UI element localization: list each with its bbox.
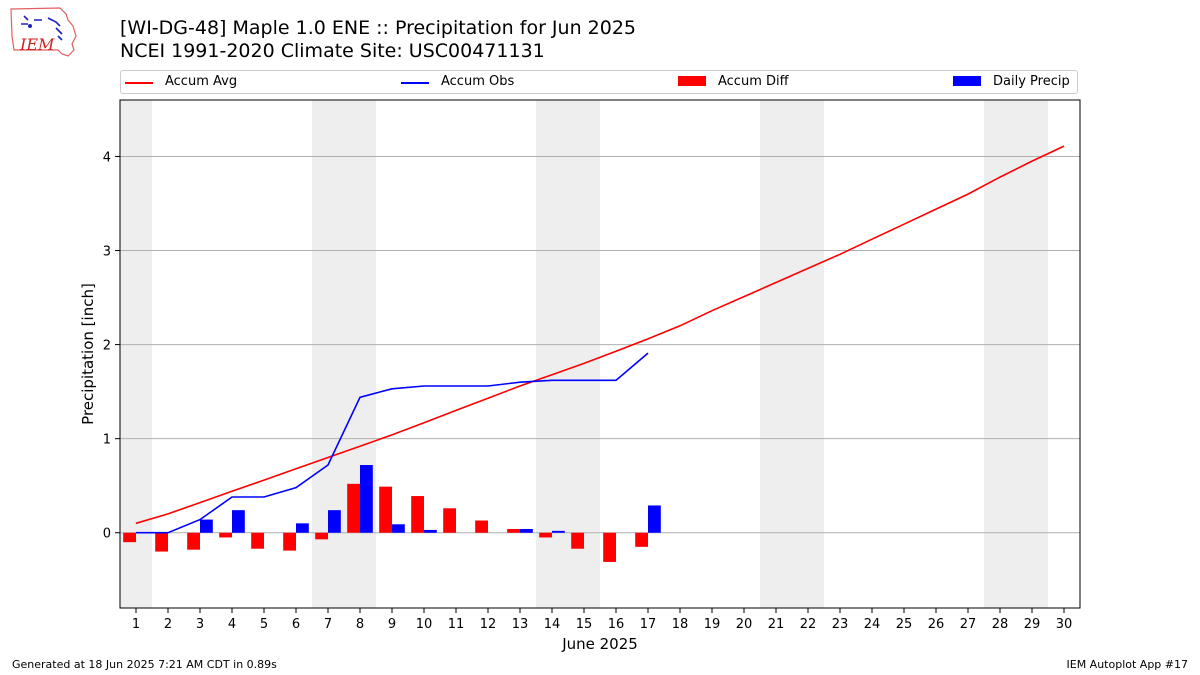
accum-diff-bar-7 bbox=[315, 532, 328, 540]
daily-precip-bar-17 bbox=[648, 505, 661, 533]
daily-precip-bar-6 bbox=[296, 523, 309, 533]
x-tick-label-27: 27 bbox=[960, 617, 977, 632]
x-tick-label-7: 7 bbox=[324, 617, 332, 632]
footer-generated-text: Generated at 18 Jun 2025 7:21 AM CDT in … bbox=[12, 658, 277, 671]
x-tick-label-28: 28 bbox=[992, 617, 1009, 632]
y-tick-label-4: 4 bbox=[103, 150, 111, 165]
daily-precip-bar-10 bbox=[424, 529, 437, 533]
x-tick-label-15: 15 bbox=[576, 617, 593, 632]
y-tick-label-1: 1 bbox=[103, 433, 111, 448]
plot-frame bbox=[119, 99, 1081, 609]
accum-diff-bar-15 bbox=[571, 532, 584, 549]
footer-app-label: IEM Autoplot App #17 bbox=[1066, 658, 1189, 671]
accum-diff-bar-16 bbox=[603, 532, 616, 562]
x-axis-label: June 2025 bbox=[561, 635, 638, 653]
legend-swatch-accum-obs bbox=[401, 82, 429, 84]
y-axis-label: Precipitation [inch] bbox=[79, 283, 97, 425]
accum-obs-line bbox=[136, 352, 649, 534]
x-tick-label-9: 9 bbox=[388, 617, 396, 632]
x-tick-label-1: 1 bbox=[132, 617, 140, 632]
accum-diff-bar-8 bbox=[347, 483, 360, 533]
daily-precip-bar-8 bbox=[360, 465, 373, 533]
weekend-band-2 bbox=[536, 100, 600, 608]
x-tick-label-24: 24 bbox=[864, 617, 881, 632]
accum-diff-bar-11 bbox=[443, 508, 456, 533]
weekend-band-3 bbox=[760, 100, 824, 608]
legend: Accum Avg Accum Obs Accum Diff Daily Pre… bbox=[120, 70, 1078, 94]
y-tick-label-3: 3 bbox=[103, 245, 111, 260]
weekend-band-4 bbox=[984, 100, 1048, 608]
x-tick-label-17: 17 bbox=[640, 617, 657, 632]
x-tick-label-26: 26 bbox=[928, 617, 945, 632]
legend-label-accum-diff: Accum Diff bbox=[718, 74, 789, 89]
legend-swatch-accum-diff bbox=[678, 76, 706, 86]
chart-title: [WI-DG-48] Maple 1.0 ENE :: Precipitatio… bbox=[120, 17, 637, 39]
accum-diff-bar-17 bbox=[635, 532, 648, 547]
daily-precip-bar-3 bbox=[200, 519, 213, 533]
accum-avg-line bbox=[135, 145, 1065, 525]
legend-label-daily-precip: Daily Precip bbox=[993, 74, 1070, 89]
accum-diff-bar-1 bbox=[123, 532, 136, 543]
x-tick-label-22: 22 bbox=[800, 617, 817, 632]
accum-diff-bar-3 bbox=[187, 532, 200, 550]
x-tick-label-8: 8 bbox=[356, 617, 364, 632]
daily-precip-bar-14 bbox=[552, 530, 565, 533]
x-tick-label-19: 19 bbox=[704, 617, 721, 632]
accum-diff-bar-5 bbox=[251, 532, 264, 549]
x-tick-label-25: 25 bbox=[896, 617, 913, 632]
x-tick-label-3: 3 bbox=[196, 617, 204, 632]
x-tick-label-6: 6 bbox=[292, 617, 300, 632]
daily-precip-bar-13 bbox=[520, 528, 533, 533]
accum-diff-bar-2 bbox=[155, 532, 168, 552]
accum-diff-bar-9 bbox=[379, 486, 392, 533]
accum-diff-bar-6 bbox=[283, 532, 296, 551]
x-tick-label-11: 11 bbox=[448, 617, 465, 632]
y-tick-label-2: 2 bbox=[103, 339, 111, 354]
x-tick-label-18: 18 bbox=[672, 617, 689, 632]
x-tick-label-12: 12 bbox=[480, 617, 497, 632]
x-tick-label-16: 16 bbox=[608, 617, 625, 632]
x-tick-label-4: 4 bbox=[228, 617, 236, 632]
daily-precip-bar-4 bbox=[232, 510, 245, 533]
x-tick-label-13: 13 bbox=[512, 617, 529, 632]
y-tick-label-0: 0 bbox=[103, 527, 111, 542]
accum-diff-bar-12 bbox=[475, 520, 488, 533]
chart-subtitle: NCEI 1991-2020 Climate Site: USC00471131 bbox=[120, 40, 545, 62]
accum-diff-bar-4 bbox=[219, 532, 232, 538]
x-tick-label-30: 30 bbox=[1056, 617, 1073, 632]
x-tick-label-10: 10 bbox=[416, 617, 433, 632]
x-tick-label-23: 23 bbox=[832, 617, 849, 632]
accum-diff-bar-14 bbox=[539, 532, 552, 538]
x-tick-label-20: 20 bbox=[736, 617, 753, 632]
daily-precip-bar-9 bbox=[392, 524, 405, 533]
legend-label-accum-obs: Accum Obs bbox=[441, 74, 515, 89]
legend-swatch-daily-precip bbox=[953, 76, 981, 86]
x-tick-label-5: 5 bbox=[260, 617, 268, 632]
legend-swatch-accum-avg bbox=[125, 82, 153, 84]
daily-precip-bar-7 bbox=[328, 510, 341, 533]
x-tick-label-2: 2 bbox=[164, 617, 172, 632]
weekend-band-0 bbox=[120, 100, 152, 608]
logo-text: IEM bbox=[19, 35, 55, 54]
accum-diff-bar-10 bbox=[411, 496, 424, 533]
x-tick-label-14: 14 bbox=[544, 617, 561, 632]
x-tick-label-21: 21 bbox=[768, 617, 785, 632]
x-tick-label-29: 29 bbox=[1024, 617, 1041, 632]
iem-logo: IEM bbox=[10, 7, 77, 57]
legend-label-accum-avg: Accum Avg bbox=[165, 74, 238, 89]
accum-diff-bar-13 bbox=[507, 528, 520, 533]
